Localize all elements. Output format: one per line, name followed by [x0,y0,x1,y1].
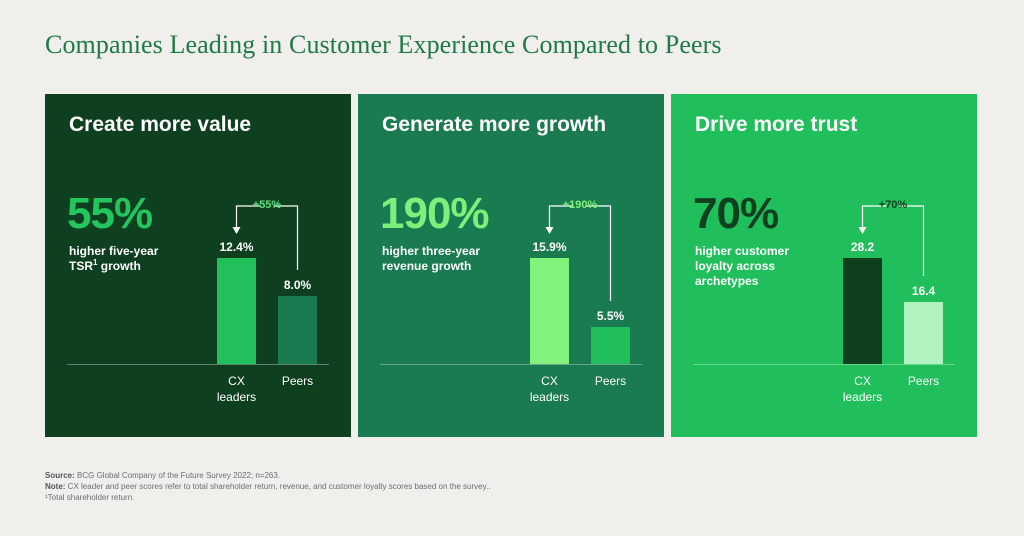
bar-cx-leaders [530,258,569,364]
bar-value-label: 28.2 [850,240,875,254]
category-label-line-1: CX [541,374,558,388]
stat-description-line-3: archetypes [695,274,759,288]
category-label-line-1: CX [854,374,871,388]
panel-heading: Create more value [69,113,252,136]
stat-description-text-2: TSR [69,259,93,273]
bar-value-label: 12.4% [219,240,254,254]
bracket-line [548,205,612,301]
footnote-marker: 1 [93,258,98,267]
category-label-line-1: Peers [281,374,314,388]
bracket-line [235,205,299,270]
chart-panel-2: Generate more growth 190% higher three-yea… [358,94,664,437]
chart-panel-3: Drive more trust 70% higher customer loyalt… [671,94,977,437]
note-line: Note: CX leader and peer scores refer to… [45,481,490,492]
difference-bracket [232,205,299,270]
bar-cx-leaders [843,258,882,364]
bar-peers [904,302,943,364]
bracket-line [861,205,925,276]
footnotes: Source: BCG Global Company of the Future… [45,470,490,503]
difference-label: +55% [252,199,282,211]
big-stat: 190% [380,189,490,238]
stat-description: higher three-year revenue growth [382,244,497,274]
stat-description-text-2: revenue growth [382,259,472,273]
chart-baseline [693,364,955,365]
bar-cx-leaders [217,258,256,364]
difference-label: +70% [878,199,908,211]
big-stat: 70% [693,189,779,238]
category-label-line-2: leaders [216,390,257,404]
source-text: BCG Global Company of the Future Survey … [74,471,281,480]
stat-description-text-3: growth [97,259,141,273]
category-label: CX leaders [515,373,585,405]
difference-label: +190% [562,199,598,211]
difference-bracket [858,205,925,276]
stat-description: higher five-year TSR1 growth [69,244,184,274]
note-text: CX leader and peer scores refer to total… [65,482,491,491]
category-label: CX leaders [828,373,898,405]
category-label: Peers [263,373,333,389]
arrow-down-icon [232,227,241,234]
footnote-1: ¹Total shareholder return. [45,493,135,502]
chart-panel-1: Create more value 55% higher five-year TSR1… [45,94,351,437]
note-label: Note: [45,482,66,491]
arrow-down-icon [858,227,867,234]
bar-peers [278,296,317,364]
source-line: Source: BCG Global Company of the Future… [45,470,490,481]
stat-description-line-2: loyalty across [695,259,810,274]
bar-peers [591,327,630,364]
category-label: Peers [889,373,959,389]
panel-heading: Drive more trust [695,113,858,136]
category-label-line-1: Peers [594,374,627,388]
category-label-line-2: leaders [842,390,883,404]
big-stat: 55% [67,189,153,238]
panel-heading: Generate more growth [382,113,607,136]
bar-value-label: 15.9% [532,240,567,254]
stat-description: higher customer loyalty across archetypes [695,244,810,289]
bar-value-label: 8.0% [283,278,312,292]
source-label: Source: [45,471,75,480]
chart-baseline [67,364,329,365]
category-label-line-2: leaders [529,390,570,404]
stat-description-text-2: loyalty across [695,259,776,273]
stat-description-line-1: higher customer [695,244,790,258]
stat-description-line-2: TSR1 growth [69,259,184,274]
chart-baseline [380,364,642,365]
stat-description-line-2: revenue growth [382,259,497,274]
difference-bracket [545,205,612,301]
category-label-line-1: CX [228,374,245,388]
category-label: CX leaders [202,373,272,405]
bar-value-label: 16.4 [911,284,936,298]
category-label: Peers [576,373,646,389]
stat-description-line-1: higher three-year [382,244,481,258]
bar-value-label: 5.5% [596,309,625,323]
arrow-down-icon [545,227,554,234]
page-title: Companies Leading in Customer Experience… [45,30,722,59]
stat-description-line-1: higher five-year [69,244,159,258]
category-label-line-1: Peers [907,374,940,388]
